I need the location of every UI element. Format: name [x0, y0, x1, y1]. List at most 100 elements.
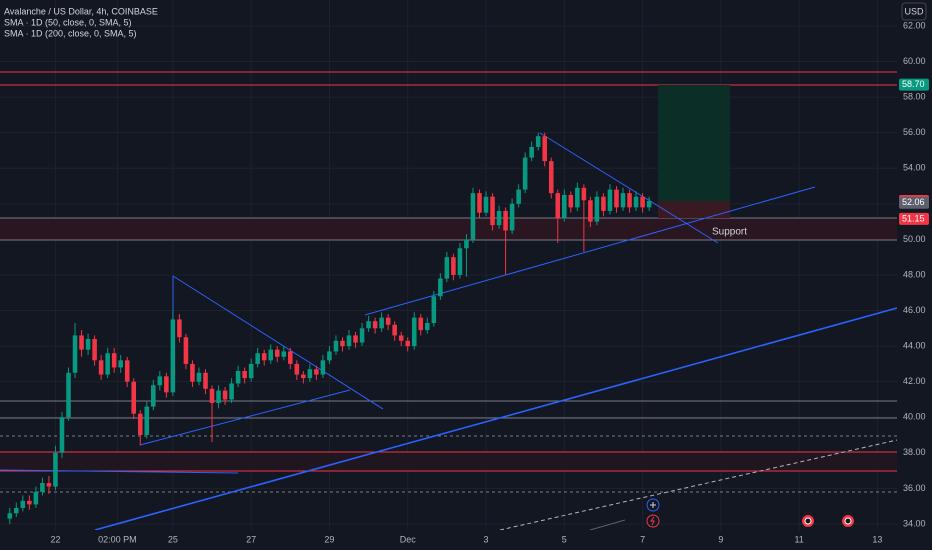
candle-body [98, 360, 104, 375]
candle-body [111, 353, 117, 368]
trend-line [94, 307, 898, 531]
candle-body [137, 413, 143, 436]
trend-line [499, 439, 898, 531]
y-tick-label: 42.00 [903, 376, 926, 386]
candle-body [555, 193, 561, 219]
zone [0, 452, 897, 471]
candle-body [516, 189, 521, 204]
candle-body [203, 372, 208, 389]
candle-body [444, 257, 450, 279]
candle-body [392, 324, 397, 336]
candle-body [33, 491, 39, 505]
candle-body [594, 196, 600, 222]
candle-body [248, 363, 254, 379]
candle-body [359, 328, 365, 343]
candle-body [509, 203, 515, 231]
candle-body [261, 353, 267, 361]
candle-body [601, 196, 606, 211]
event-icon [804, 517, 812, 525]
annotation: Support [712, 227, 747, 238]
y-tick-label: 34.00 [903, 518, 926, 528]
candle-body [268, 349, 274, 361]
price-tag [899, 196, 929, 209]
candle-body [7, 513, 13, 519]
drawings [0, 71, 898, 531]
candle-body [177, 319, 182, 338]
x-tick-label: Dec [400, 534, 417, 544]
candle-body [170, 319, 176, 393]
axes: 34.00 36.00 38.00 40.00 42.00 44.00 46.00 48.00… [50, 20, 929, 544]
event-markers [646, 498, 854, 528]
time-scale [0, 530, 932, 550]
y-tick-label: 50.00 [903, 234, 926, 244]
candle-body [464, 239, 469, 249]
candle-body [372, 321, 378, 329]
candle-body [124, 360, 130, 382]
candle-body [20, 500, 26, 508]
candle-body [562, 194, 567, 219]
y-tick-label: 54.00 [903, 163, 926, 173]
y-tick-label: 38.00 [903, 447, 926, 457]
candle-body [483, 196, 489, 213]
candle-body [457, 248, 463, 275]
candle-body [92, 338, 97, 361]
x-tick-label: 5 [562, 534, 567, 544]
candle-body [46, 483, 52, 487]
candle-body [274, 349, 280, 357]
candle-body [438, 278, 443, 297]
candle-body [222, 390, 228, 400]
y-tick-label: 46.00 [903, 305, 926, 315]
candle-body [196, 372, 202, 382]
candle-body [568, 194, 574, 208]
y-tick-label: 56.00 [903, 127, 926, 137]
candle-body [640, 196, 645, 208]
candle-body [451, 257, 456, 275]
candle-body [431, 296, 437, 323]
candle-body [425, 322, 430, 331]
candle-body [40, 483, 45, 492]
legend-entry: SMA · 1D (200, close, 0, SMA, 5) [4, 28, 137, 38]
price-tag [899, 78, 929, 91]
y-tick-label: 40.00 [903, 412, 926, 422]
candles [7, 132, 652, 524]
candle-body [496, 210, 502, 226]
candle-body [79, 335, 84, 350]
candle-body [418, 317, 424, 331]
x-tick-label: 27 [246, 534, 256, 544]
y-tick-label: 62.00 [903, 20, 926, 30]
candle-body [398, 335, 404, 341]
candle-body [190, 363, 195, 382]
y-tick-label: 60.00 [903, 56, 926, 66]
candle-body [385, 317, 391, 325]
x-tick-label: 7 [640, 534, 645, 544]
candle-body [151, 385, 156, 407]
x-tick-label: 3 [484, 534, 489, 544]
candle-body [575, 187, 580, 208]
candle-body [144, 406, 150, 436]
candle-body [588, 200, 593, 222]
candle-body [503, 210, 508, 231]
candle-body [53, 452, 58, 487]
currency-button[interactable] [901, 2, 927, 21]
candle-body [542, 136, 548, 162]
candle-body [548, 161, 554, 194]
price-tag-label: 58.70 [902, 79, 925, 89]
candle-body [477, 193, 482, 213]
candle-body [105, 353, 110, 375]
candle-body [288, 351, 293, 364]
event-icon [650, 502, 656, 508]
position-target [658, 85, 730, 201]
currency-label: USD [904, 6, 924, 16]
candle-body [229, 383, 234, 400]
y-tick-label: 36.00 [903, 483, 926, 493]
candle-body [27, 500, 32, 505]
position-stop [658, 201, 730, 218]
candle-body [118, 360, 123, 368]
candle-body [470, 193, 476, 240]
x-tick-label: 22 [50, 534, 60, 544]
candle-body [366, 321, 371, 329]
y-tick-label: 48.00 [903, 269, 926, 279]
candle-body [405, 340, 411, 347]
candle-body [327, 351, 332, 361]
candle-body [581, 187, 587, 201]
